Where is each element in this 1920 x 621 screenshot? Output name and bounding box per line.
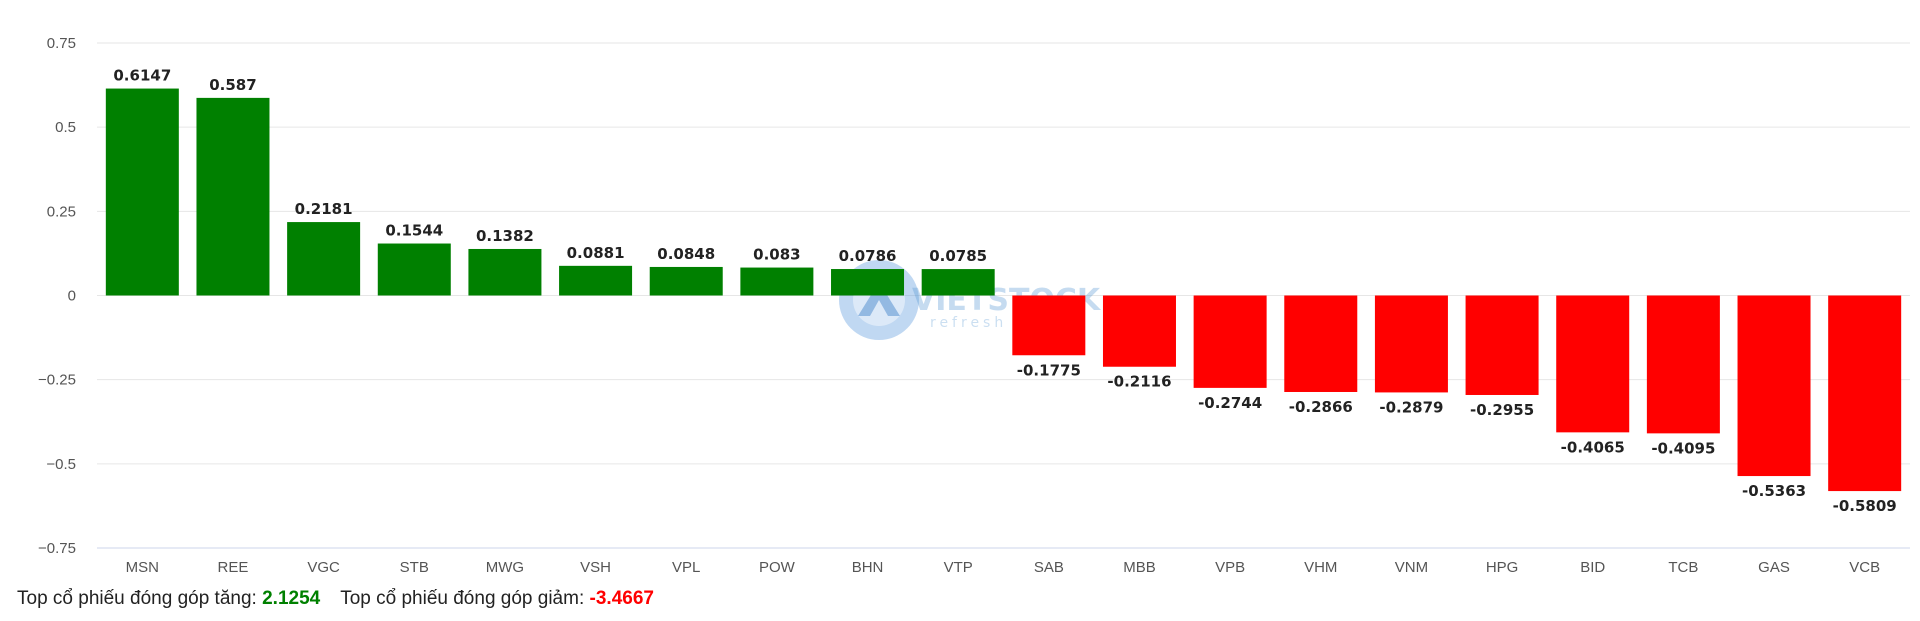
y-tick-label: 0.75 xyxy=(47,35,76,52)
bar-ree[interactable] xyxy=(196,97,270,296)
bar-tcb[interactable] xyxy=(1646,295,1720,434)
category-label-stb: STB xyxy=(400,559,429,576)
data-label-vnm: -0.2879 xyxy=(1379,398,1443,416)
category-label-vgc: VGC xyxy=(307,559,340,576)
contribution-bar-chart: 0.750.50.250−0.25−0.5−0.75 VIETSTOCK ref… xyxy=(38,35,1910,576)
bar-hpg[interactable] xyxy=(1465,295,1539,395)
category-label-vnm: VNM xyxy=(1395,559,1428,576)
category-label-vsh: VSH xyxy=(580,559,611,576)
data-label-pow: 0.083 xyxy=(753,246,800,264)
y-tick-label: 0 xyxy=(68,288,76,305)
data-label-sab: -0.1775 xyxy=(1017,361,1081,379)
y-tick-label: −0.75 xyxy=(38,540,76,557)
category-label-vhm: VHM xyxy=(1304,559,1337,576)
data-label-gas: -0.5363 xyxy=(1742,482,1806,500)
bar-bid[interactable] xyxy=(1556,295,1630,433)
watermark-subtext: refresh xyxy=(930,315,1007,331)
category-label-pow: POW xyxy=(759,559,796,576)
category-label-msn: MSN xyxy=(126,559,159,576)
bar-stb[interactable] xyxy=(377,243,451,296)
bar-pow[interactable] xyxy=(740,267,814,296)
bar-mbb[interactable] xyxy=(1102,295,1176,367)
y-axis-ticks: 0.75 0.5 0.25 0 −0.25 −0.5 −0.75 xyxy=(38,35,76,557)
category-label-bid: BID xyxy=(1580,559,1605,576)
data-label-vhm: -0.2866 xyxy=(1289,398,1353,416)
category-label-vpb: VPB xyxy=(1215,559,1245,576)
summary-up-value: 2.1254 xyxy=(262,588,321,609)
bar-sab[interactable] xyxy=(1012,295,1086,356)
bar-vtp[interactable] xyxy=(921,269,995,296)
summary-down-value: -3.4667 xyxy=(589,588,654,609)
bar-gas[interactable] xyxy=(1737,295,1811,477)
y-tick-label: −0.5 xyxy=(46,456,76,473)
bar-vhm[interactable] xyxy=(1284,295,1358,392)
bar-vgc[interactable] xyxy=(287,222,361,296)
bar-mwg[interactable] xyxy=(468,248,542,296)
category-label-vcb: VCB xyxy=(1849,559,1880,576)
grid-lines xyxy=(97,42,1910,465)
data-label-stb: 0.1544 xyxy=(385,222,443,240)
x-axis-categories: MSN REE VGC STB MWG VSH VPL POW BHN VTP SAB MBB VPB V… xyxy=(126,559,1880,576)
y-tick-label: 0.5 xyxy=(55,119,76,136)
category-label-tcb: TCB xyxy=(1668,559,1698,576)
bars xyxy=(105,88,1902,492)
data-label-bhn: 0.0786 xyxy=(839,247,897,265)
data-label-vgc: 0.2181 xyxy=(295,200,353,218)
data-label-bid: -0.4065 xyxy=(1561,438,1625,456)
data-label-mwg: 0.1382 xyxy=(476,227,534,245)
bar-bhn[interactable] xyxy=(831,269,905,296)
data-label-vtp: 0.0785 xyxy=(929,247,987,265)
data-label-ree: 0.587 xyxy=(209,76,256,94)
bar-vpl[interactable] xyxy=(649,266,723,296)
data-label-vpl: 0.0848 xyxy=(657,245,715,263)
category-label-vpl: VPL xyxy=(672,559,700,576)
data-label-hpg: -0.2955 xyxy=(1470,401,1534,419)
bar-vpb[interactable] xyxy=(1193,295,1267,388)
y-tick-label: 0.25 xyxy=(47,203,76,220)
category-label-mwg: MWG xyxy=(486,559,524,576)
category-label-sab: SAB xyxy=(1034,559,1064,576)
data-label-vpb: -0.2744 xyxy=(1198,394,1262,412)
data-label-msn: 0.6147 xyxy=(113,67,171,85)
bar-vcb[interactable] xyxy=(1828,295,1902,492)
bar-vnm[interactable] xyxy=(1374,295,1448,393)
category-label-bhn: BHN xyxy=(852,559,884,576)
data-labels: 0.6147 0.587 0.2181 0.1544 0.1382 0.0881 0.084… xyxy=(113,67,1896,516)
data-label-vcb: -0.5809 xyxy=(1833,497,1897,515)
y-tick-label: −0.25 xyxy=(38,372,76,389)
summary-down-label: Top cổ phiếu đóng góp giảm: xyxy=(340,588,590,609)
category-label-vtp: VTP xyxy=(944,559,973,576)
bar-vsh[interactable] xyxy=(559,265,633,296)
data-label-vsh: 0.0881 xyxy=(567,244,625,262)
bar-msn[interactable] xyxy=(105,88,179,296)
summary-up-label: Top cổ phiếu đóng góp tăng: xyxy=(17,588,263,609)
contribution-summary: Top cổ phiếu đóng góp tăng: 2.1254 Top cổ… xyxy=(17,588,654,610)
category-label-mbb: MBB xyxy=(1123,559,1156,576)
data-label-tcb: -0.4095 xyxy=(1651,439,1715,457)
category-label-gas: GAS xyxy=(1758,559,1790,576)
category-label-hpg: HPG xyxy=(1486,559,1519,576)
category-label-ree: REE xyxy=(218,559,249,576)
data-label-mbb: -0.2116 xyxy=(1107,373,1171,391)
